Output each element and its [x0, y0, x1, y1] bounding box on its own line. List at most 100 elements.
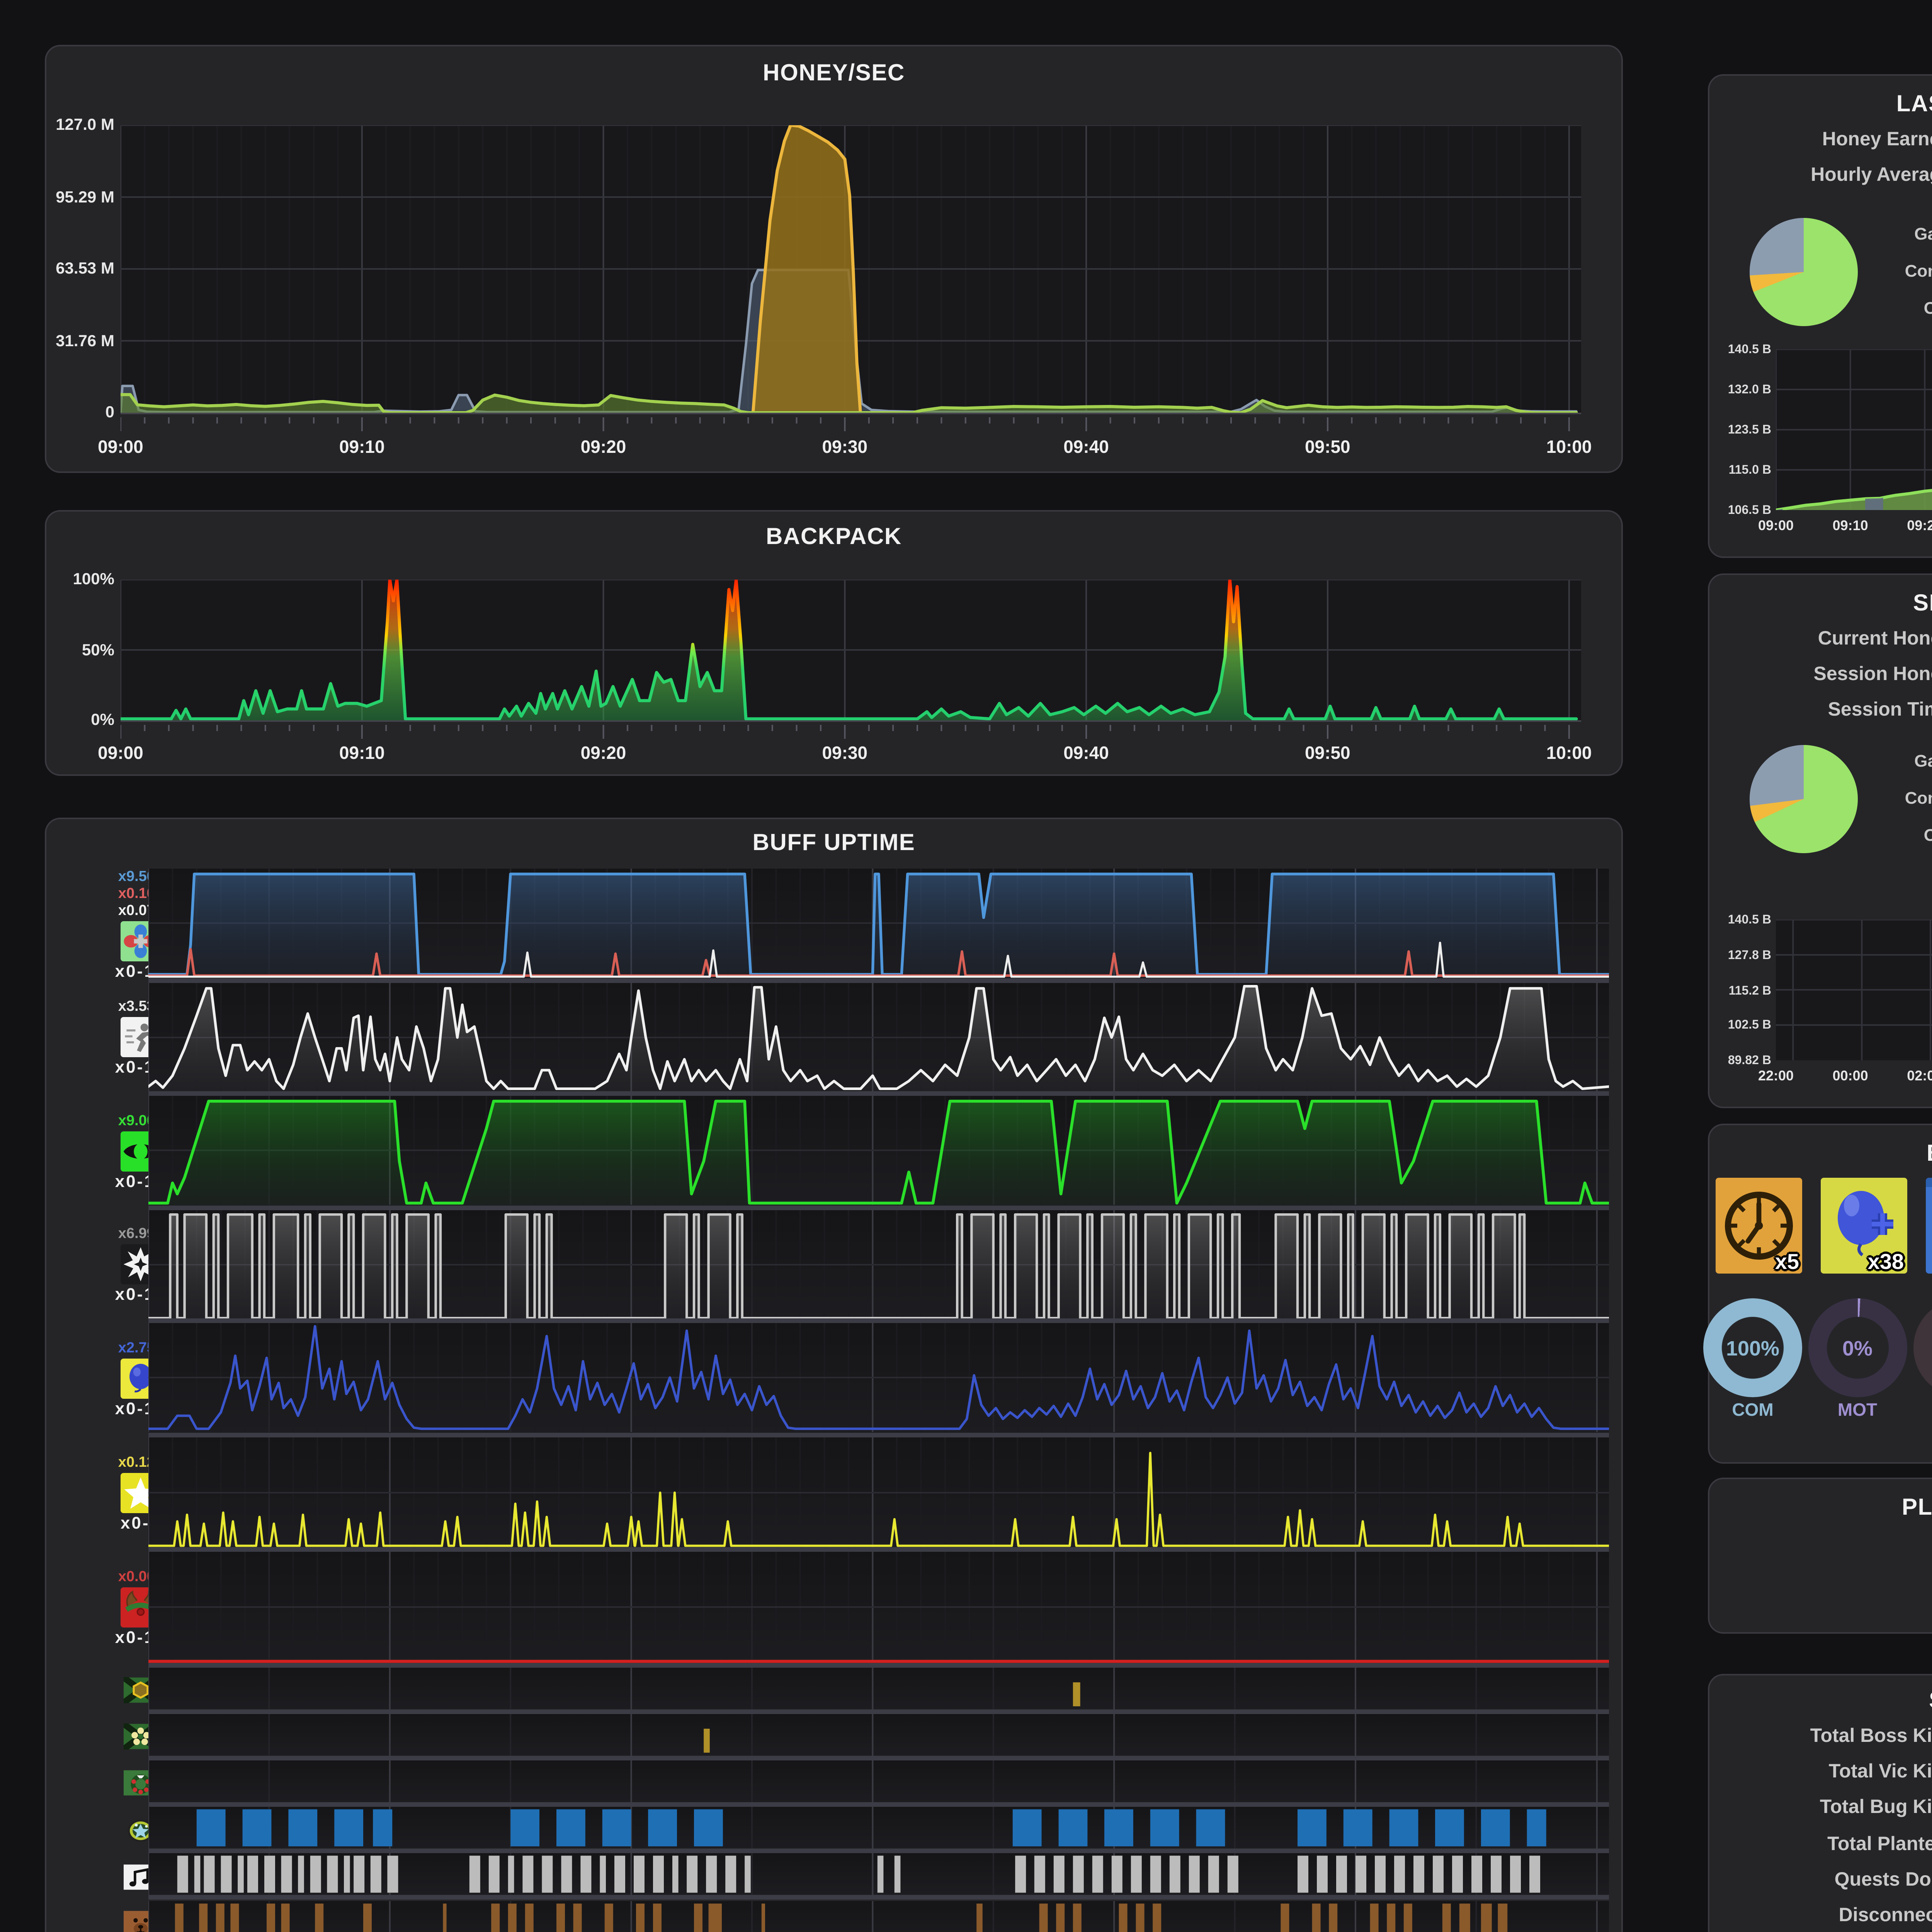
buff-tile-bubbles: x5.87: [1925, 1178, 1932, 1274]
honey-earned-label: Honey Earned: [1822, 128, 1932, 150]
last-hour-trend-chart: [1776, 349, 1932, 510]
x-axis-tick-label: 09:10: [1832, 518, 1868, 533]
x-axis-tick-label: 00:00: [1832, 1068, 1868, 1083]
stat-label: Total Planters: [1827, 1832, 1932, 1854]
x-axis-tick-label: 09:50: [1304, 745, 1350, 764]
session-activity-pie: [1750, 745, 1858, 853]
y-axis-tick-label: 123.5 B: [1728, 423, 1771, 437]
ring-percent: 0%: [1842, 1336, 1872, 1359]
y-axis-tick-label: 63.53 M: [56, 260, 114, 278]
buffs-title: BUFFS: [1709, 1141, 1932, 1167]
last-hour-activity-pie: [1750, 218, 1858, 326]
activity-legend-row: Other 00:24:39 27%: [1889, 825, 1932, 845]
y-axis-tick-label: 95.29 M: [56, 188, 114, 206]
buff-ring-mot: 0% MOT: [1808, 1298, 1907, 1420]
session-title: SESSION: [1913, 590, 1932, 617]
planters-panel: PLANTERS: [1708, 1478, 1932, 1634]
x-axis-tick-label: 09:10: [339, 745, 385, 764]
stat-label: Disconnects: [1838, 1904, 1932, 1926]
backpack-chart: [121, 580, 1581, 720]
backpack-y-axis-labels: 100% 50% 0%: [53, 570, 114, 730]
x-axis-tick-label: 09:20: [1907, 518, 1932, 533]
y-axis-tick-label: 0: [105, 403, 114, 422]
y-axis-tick-label: 50%: [82, 641, 114, 659]
stat-row-total-bug-kills: Total Bug Kills 22▲11: [1709, 1797, 1932, 1818]
legend-name: Other: [1889, 826, 1932, 845]
hourly-average-row: Hourly Average 33.29 B (+5%): [1709, 164, 1932, 185]
stat-row-total-vic-kills: Total Vic Kills 0: [1709, 1761, 1932, 1782]
activity-legend-row: Other 00:15:24 26%: [1889, 298, 1932, 318]
x-axis-tick-label: 09:50: [1304, 439, 1350, 457]
planters-title: PLANTERS: [1901, 1495, 1932, 1521]
x-axis-tick-label: 09:00: [98, 745, 143, 764]
y-axis-tick-label: 115.0 B: [1728, 463, 1771, 477]
honey-earned-row: Honey Earned 34.04 B ▲: [1709, 128, 1932, 150]
y-axis-tick-label: 127.0 M: [56, 116, 114, 134]
stat-row-total-planters: Total Planters 0: [1709, 1832, 1932, 1854]
current-honey-row: Current Honey 140.5 B: [1709, 628, 1932, 649]
buff-row-melee: [148, 1209, 1609, 1323]
y-axis-tick-label: 140.5 B: [1728, 342, 1771, 356]
activity-legend-row: Gather 01:01:50 68%: [1889, 751, 1932, 771]
x-axis-tick-label: 09:10: [339, 439, 385, 457]
legend-name: Other: [1889, 299, 1932, 318]
buff-row-star-event: [148, 1437, 1609, 1552]
activity-legend-row: Convert 00:03:19 5%: [1889, 261, 1932, 281]
honey-chart: [121, 125, 1581, 413]
ring-gauge: [1808, 1298, 1907, 1397]
buff-row-flower-flag: [148, 1713, 1609, 1760]
x-axis-tick-label: 09:20: [580, 745, 626, 764]
buff-row-boost-field: [148, 869, 1609, 982]
stat-label: Total Bug Kills: [1820, 1796, 1932, 1818]
current-honey-label: Current Honey: [1818, 628, 1932, 649]
stat-row-quests-done: Quests Done 0: [1709, 1868, 1932, 1890]
y-axis-tick-label: 0%: [91, 711, 114, 730]
buff-ring-com: 100% COM: [1703, 1298, 1802, 1420]
ring-label: SAT: [1913, 1402, 1932, 1420]
legend-name: Convert: [1905, 262, 1932, 281]
ring-percent: 0%: [1913, 1298, 1932, 1397]
y-axis-tick-label: 132.0 B: [1728, 383, 1771, 396]
y-axis-tick-label: 140.5 B: [1728, 913, 1771, 927]
ring-gauge: [1703, 1298, 1802, 1397]
y-axis-tick-label: 89.82 B: [1728, 1053, 1771, 1067]
y-axis-tick-label: 102.5 B: [1728, 1018, 1771, 1032]
x-axis-tick-label: 09:00: [98, 439, 143, 457]
y-axis-tick-label: 115.2 B: [1728, 983, 1771, 997]
honey-x-axis-ticks: [121, 417, 1570, 431]
buff-tile-clock: x5: [1716, 1178, 1802, 1274]
x-axis-tick-label: 09:30: [822, 439, 868, 457]
y-axis-tick-label: 31.76 M: [56, 332, 114, 350]
ring-percent: 100%: [1726, 1336, 1780, 1359]
buff-row-music: [148, 1854, 1609, 1900]
last-hour-trend-plot: [1776, 349, 1932, 510]
last-hour-trend-y-labels: 140.5 B 132.0 B 123.5 B 115.0 B 106.5 B: [1713, 342, 1771, 517]
buff-row-honey-flag: [148, 1667, 1609, 1714]
buff-row-blue-boost: [148, 1323, 1609, 1437]
x-axis-tick-label: 09:00: [1758, 518, 1794, 533]
session-trend-y-labels: 140.5 B 127.8 B 115.2 B 102.5 B 89.82 B: [1713, 913, 1771, 1067]
hourly-average-label: Hourly Average: [1811, 164, 1932, 185]
ring-label: COM: [1732, 1402, 1774, 1420]
x-axis-tick-label: 02:00: [1907, 1068, 1932, 1083]
legend-name: Convert: [1905, 789, 1932, 808]
legend-name: Gather: [1914, 225, 1932, 243]
stat-row-total-boss-kills: Total Boss Kills 0: [1709, 1725, 1932, 1747]
stat-label: Total Boss Kills: [1810, 1725, 1932, 1747]
buff-tile-value: x38: [1867, 1249, 1904, 1274]
buffs-panel: BUFFS x5x38x5.87x0x0 100%COM0%MOT0%SAT0%…: [1703, 1124, 1932, 1464]
backpack-chart-title: BACKPACK: [766, 524, 902, 550]
buff-tile-balloon-plus: x38: [1820, 1178, 1907, 1274]
stats-title: STATS: [1709, 1688, 1932, 1714]
buff-uptime-panel: BUFF UPTIME x9.507 x0.101 x0.072 x0-10 x3.53…: [45, 818, 1623, 1932]
backpack-x-axis-labels: 09:00 09:10 09:20 09:30 09:40 09:50 10:00: [98, 745, 1592, 767]
stats-panel: STATS Total Boss Kills 0 Total Vic Kills …: [1708, 1674, 1932, 1932]
star-badge-icon: [124, 1817, 158, 1844]
y-axis-tick-label: 106.5 B: [1728, 503, 1771, 517]
session-trend-plot: [1776, 920, 1932, 1060]
buff-row-focus: [148, 1096, 1609, 1209]
